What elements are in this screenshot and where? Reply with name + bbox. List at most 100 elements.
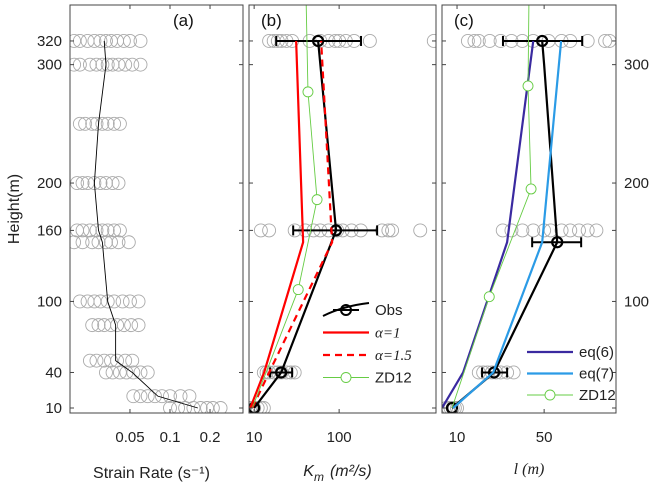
sample-point [126,365,141,380]
series-marker-ZD12 [311,194,323,206]
sample-point [107,116,122,131]
sample-point [72,294,87,309]
legend-marker [340,304,352,316]
x-axis-label: Km (m²/s) [303,463,371,484]
sample-point [72,57,87,72]
sample-point [133,34,148,48]
series-line-eq(7) [452,40,563,409]
sample-point [213,401,228,413]
sample-point [104,235,118,250]
sample-point [87,34,102,48]
y-axis-label: Height(m) [6,174,23,244]
sample-point [118,353,133,368]
y-tick-label: 160 [37,222,62,239]
sample-point [133,57,148,72]
legend-item: eq(6) [527,344,614,361]
sample-point [249,401,258,413]
sample-point [163,389,177,404]
panel-a: 0.05 0.1 0.2 (a) 10 40 100 160 200 300 320 Height(m… [6,4,244,482]
sample-point [193,401,208,413]
obs-mean-marker [445,401,459,413]
sample-point [121,235,136,250]
x-tick-label: 10 [246,429,263,446]
sample-point [124,318,139,333]
sample-point [70,57,82,72]
sample-point [163,401,177,413]
legend-label: ZD12 [375,370,412,387]
sample-point [82,57,97,72]
y-tick-label: 100 [37,293,62,310]
y-tick-label: 40 [45,364,62,381]
sample-point [471,34,486,48]
x-label-main: K [303,463,315,480]
axes-frame [248,4,437,414]
sample-point [99,34,113,48]
panel-title: (c) [454,11,474,30]
legend-marker [340,372,352,383]
sample-point [72,116,87,131]
series-marker-ZD12 [525,183,537,195]
series-marker-ZD12 [522,80,534,92]
axes-frame [441,4,617,414]
legend-label: α=1.5 [375,348,412,364]
sample-point [504,223,519,238]
x-tick-label: 0.2 [200,429,221,446]
x-axis-label: l (m) [514,461,545,478]
sample-point [598,34,613,48]
sample-point [115,294,130,309]
sample-point [186,401,201,413]
sample-point [110,353,125,368]
sample-point [100,294,115,309]
legend-item: eq(7) [527,366,614,383]
sample-point [125,353,140,368]
sample-point [99,365,113,380]
legend: eq(6) eq(7) ZD12 [527,344,616,404]
sample-point [125,57,140,72]
right-y-tick-label: 100 [624,293,649,310]
sample-point [85,235,100,250]
sample-point [118,57,133,72]
sample-point [381,223,396,238]
legend-label: Obs [375,302,403,319]
sample-point [362,34,377,48]
sample-point [105,365,120,380]
y-tick-label: 200 [37,175,62,192]
sample-point [93,294,108,309]
sample-point [116,318,131,333]
legend-label: eq(6) [579,344,614,361]
sample-point [99,235,113,250]
sample-point [75,176,90,190]
sample-point [171,401,186,413]
x-label-unit: (m²/s) [330,463,372,480]
sample-point [589,223,604,238]
panel-title: (a) [173,11,194,30]
sample-point [262,223,277,238]
legend-swatch [322,302,370,317]
sample-point [563,223,578,238]
sample-point [116,34,131,48]
plot-area [249,5,436,413]
sample-point [104,353,118,368]
x-label-sub: m [314,470,324,484]
sample-point [89,57,104,72]
sample-point [105,176,120,190]
plot-area [70,34,228,413]
panel-b: 10 100 (b) Km (m²/s) Obs α=1 α=1.5 ZD12 [246,4,437,484]
legend-marker [544,389,556,401]
sample-point [131,294,146,309]
sample-point [75,235,90,250]
sample-point [133,365,148,380]
sample-point [205,401,220,413]
legend-item: ZD12 [527,387,616,404]
sample-point [78,116,93,131]
series-line-α=1.5 [251,40,334,409]
sample-point [147,389,162,404]
sample-point [100,57,115,72]
sample-point [140,365,155,380]
sample-point [91,318,106,333]
panel-c: 10 50 (c) 100 200 300 l (m) eq(6) eq(7) ZD12 [441,4,649,478]
sample-point [111,176,126,190]
sample-point [200,401,215,413]
y-tick-label: 320 [37,33,62,50]
